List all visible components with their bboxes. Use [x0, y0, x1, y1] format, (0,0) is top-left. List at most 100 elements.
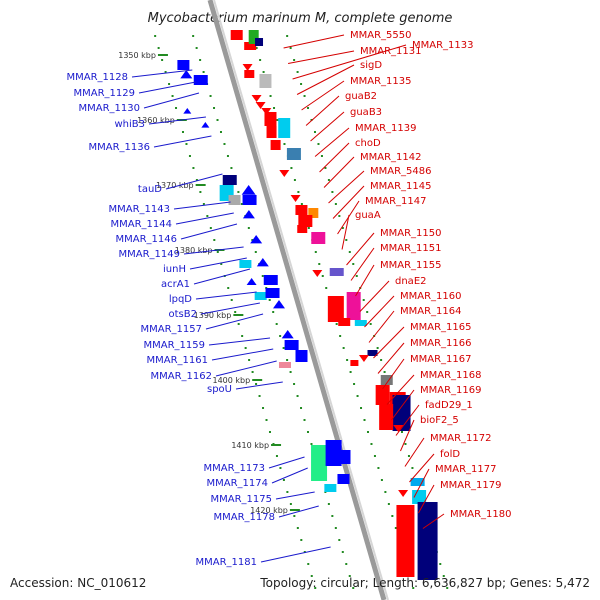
right-gene-label: folD	[440, 449, 460, 460]
dot-mark	[439, 563, 442, 565]
dot-mark	[237, 191, 240, 193]
left-leader-line	[183, 246, 244, 255]
left-leader-line	[180, 223, 238, 240]
gene-block	[350, 360, 359, 366]
dot-mark	[355, 275, 358, 277]
right-leader-line	[346, 232, 375, 266]
dot-mark	[192, 167, 195, 169]
left-gene-label: MMAR_1178	[214, 512, 276, 523]
gene-block	[193, 75, 208, 85]
dot-mark	[370, 443, 373, 445]
scale-tick-label: 1370 kbp	[156, 181, 194, 190]
gene-block	[417, 502, 438, 580]
gene-block	[295, 350, 308, 362]
right-gene-label: MMAR_1167	[410, 354, 472, 365]
dot-mark	[384, 491, 387, 493]
right-gene-label: fadD29_1	[425, 400, 473, 411]
left-gene-label: MMAR_1128	[67, 72, 129, 83]
right-leader-line	[395, 404, 420, 436]
dot-mark	[327, 179, 330, 181]
dot-mark	[345, 563, 348, 565]
gene-block	[266, 126, 277, 138]
scale-tick-label: 1390 kbp	[194, 311, 232, 320]
left-leader-line	[208, 337, 271, 346]
right-gene-label: sigD	[360, 60, 382, 71]
left-gene-label: MMAR_1162	[151, 371, 213, 382]
right-leader-line	[350, 247, 375, 281]
backbone-line	[207, 0, 387, 600]
gene-block	[228, 195, 241, 205]
gene-block	[379, 404, 394, 430]
dot-mark	[331, 191, 334, 193]
dot-mark	[362, 299, 365, 301]
gene-block	[367, 350, 378, 356]
left-leader-line	[165, 173, 223, 190]
dot-mark	[349, 371, 352, 373]
gene-arrow	[261, 108, 272, 115]
right-gene-label: MMAR_1166	[410, 338, 472, 349]
left-leader-line	[271, 467, 308, 484]
dot-mark	[325, 287, 328, 289]
dot-mark	[296, 71, 299, 73]
right-gene-label: MMAR_1177	[435, 464, 497, 475]
gene-block	[380, 375, 393, 385]
dot-mark	[262, 407, 265, 409]
dot-mark	[286, 491, 289, 493]
right-leader-line	[386, 374, 415, 405]
gene-block	[222, 175, 237, 185]
dot-mark	[324, 167, 327, 169]
dot-mark	[283, 143, 286, 145]
gene-block	[375, 385, 390, 405]
left-leader-line	[195, 291, 257, 300]
gene-block	[278, 362, 291, 368]
dot-mark	[171, 95, 174, 97]
right-gene-label: MMAR_1169	[420, 385, 482, 396]
right-gene-label: bioF2_5	[420, 415, 459, 426]
dot-mark	[442, 575, 445, 577]
right-leader-line	[377, 342, 405, 374]
dot-mark	[181, 131, 184, 133]
left-leader-line	[268, 456, 305, 469]
left-leader-line	[175, 212, 234, 225]
dot-mark	[380, 479, 383, 481]
topology-text: Topology: circular; Length: 6,636,827 bp…	[259, 576, 590, 590]
scale-tick-label: 1410 kbp	[231, 441, 269, 450]
left-leader-line	[143, 92, 200, 109]
dot-mark	[230, 299, 233, 301]
gene-block	[263, 275, 278, 285]
dot-mark	[237, 323, 240, 325]
dot-mark	[341, 227, 344, 229]
left-gene-label: MMAR_1136	[89, 142, 151, 153]
gene-block	[311, 445, 328, 481]
dot-mark	[268, 431, 271, 433]
gene-arrow	[398, 490, 409, 497]
dot-mark	[331, 515, 334, 517]
dot-mark	[303, 551, 306, 553]
gene-block	[230, 30, 243, 40]
dot-mark	[380, 359, 383, 361]
dot-mark	[317, 143, 320, 145]
left-gene-label: MMAR_1159	[144, 340, 206, 351]
gene-block	[354, 320, 367, 326]
right-leader-line	[296, 64, 355, 95]
left-leader-line	[211, 348, 274, 361]
dot-mark	[240, 203, 243, 205]
right-leader-line	[409, 453, 435, 483]
right-leader-line	[364, 295, 395, 328]
right-leader-line	[319, 142, 350, 173]
dot-mark	[279, 335, 282, 337]
left-gene-label: MMAR_1130	[79, 103, 141, 114]
left-gene-label: tauD	[138, 184, 162, 195]
dot-mark	[192, 35, 195, 37]
gene-arrow	[279, 170, 290, 177]
dot-mark	[248, 359, 251, 361]
right-leader-line	[404, 437, 425, 467]
dot-mark	[276, 119, 279, 121]
gene-block	[242, 195, 257, 205]
scale-tick-label: 1400 kbp	[212, 376, 250, 385]
scale-tick-label: 1350 kbp	[118, 51, 156, 60]
dot-mark	[286, 35, 289, 37]
dot-mark	[300, 203, 303, 205]
scale-tick-label: 1360 kbp	[137, 116, 175, 125]
dot-mark	[307, 227, 310, 229]
